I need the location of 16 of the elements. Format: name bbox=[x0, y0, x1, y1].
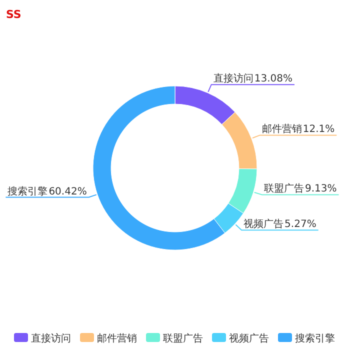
chart-title: SS bbox=[6, 8, 22, 21]
data-label: 9.13% bbox=[304, 184, 337, 195]
slice-label: 联盟广告 bbox=[264, 182, 304, 195]
slice-label: 直接访问 bbox=[213, 72, 254, 85]
slice-label: 邮件营销 bbox=[262, 123, 302, 136]
legend-label: 联盟广告 bbox=[163, 332, 203, 344]
data-label: 60.42% bbox=[48, 186, 87, 198]
legend-label: 直接访问 bbox=[31, 332, 71, 344]
slice-label: 视频广告 bbox=[244, 218, 284, 230]
slice-label: 搜索引擎 bbox=[8, 185, 48, 198]
data-label: 13.08% bbox=[254, 74, 292, 85]
legend-label: 视频广告 bbox=[229, 332, 269, 344]
data-label: 5.27% bbox=[284, 219, 316, 230]
legend-label: 邮件营销 bbox=[97, 332, 137, 344]
data-label: 12.1% bbox=[302, 124, 335, 136]
legend-label: 搜索引擎 bbox=[295, 332, 335, 344]
